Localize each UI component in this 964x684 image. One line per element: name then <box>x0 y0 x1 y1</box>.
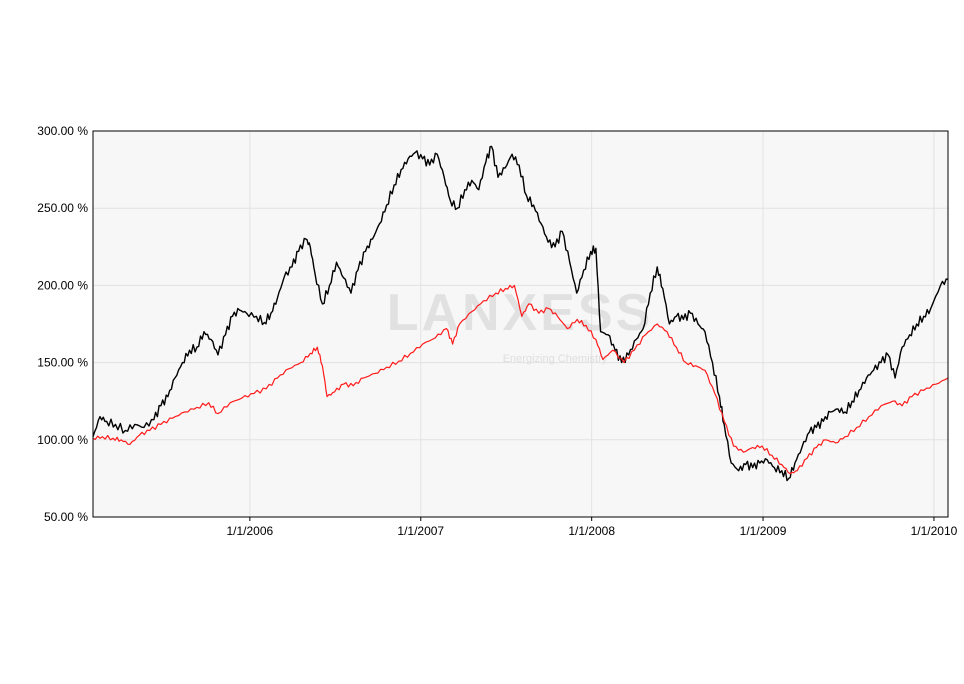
x-tick-label: 1/1/2008 <box>568 524 615 538</box>
watermark: LANXESS Energizing Chemistry <box>387 284 654 365</box>
plot-area <box>93 131 948 517</box>
y-tick-label: 50.00 % <box>44 510 88 524</box>
series-line-black <box>92 145 949 482</box>
watermark-tagline: Energizing Chemistry <box>503 353 608 365</box>
plot-border <box>92 130 949 518</box>
y-tick-label: 150.00 % <box>37 356 88 370</box>
x-tick-label: 1/1/2007 <box>397 524 444 538</box>
x-tick-label: 1/1/2010 <box>911 524 958 538</box>
y-tick-label: 250.00 % <box>37 201 88 215</box>
y-tick-label: 300.00 % <box>37 124 88 138</box>
x-tick-label: 1/1/2009 <box>740 524 787 538</box>
watermark-logo: LANXESS <box>387 284 654 342</box>
x-tick-label: 1/1/2006 <box>226 524 273 538</box>
y-tick-label: 100.00 % <box>37 433 88 447</box>
series-line-red <box>92 284 949 475</box>
y-tick-label: 200.00 % <box>37 278 88 292</box>
